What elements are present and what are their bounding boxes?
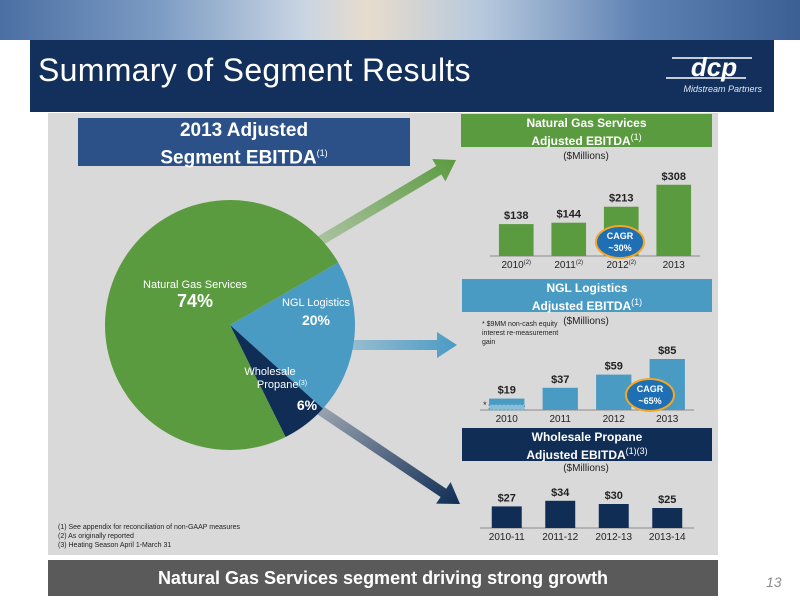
- ngl-chart-header: NGL Logistics Adjusted EBITDA(1): [462, 279, 712, 313]
- footnote-3: (3) Heating Season April 1-March 31: [58, 542, 172, 549]
- pie-label-natural-gas-services: Natural Gas Services: [143, 279, 247, 291]
- propane-arrow: [287, 385, 460, 504]
- ngl-bar-chart: $19 2010 $37 2011 $59 2012 $85 2013 * CAGR ~65%: [480, 345, 694, 425]
- x-tick-label-2010: 2010(2): [501, 260, 531, 271]
- bar-value-label-2011-12: $34: [551, 487, 570, 499]
- x-tick-label-2011: 2011: [549, 414, 571, 425]
- company-logo: dcp Midstream Partners: [652, 52, 762, 100]
- x-tick-label-2013: 2013: [656, 414, 679, 425]
- ngl-header-line2: Adjusted EBITDA: [531, 299, 632, 313]
- x-tick-sup-2012: (2): [629, 260, 636, 266]
- ngs-header-line1: Natural Gas Services: [526, 116, 647, 130]
- ngl-noncash-marker: *: [483, 400, 487, 410]
- propane-bar-chart: $27 2010-11 $34 2011-12 $30 2012-13 $25 2013-14: [480, 487, 694, 543]
- bottom-banner: Natural Gas Services segment driving str…: [48, 560, 718, 596]
- logo-subtitle: Midstream Partners: [683, 84, 762, 94]
- pie-value-ngl-logistics: 20%: [302, 312, 331, 328]
- x-tick-label-2011: 2011(2): [554, 260, 583, 271]
- dcp-logo-icon: dcp: [666, 52, 752, 82]
- propane-header-line1: Wholesale Propane: [531, 430, 643, 444]
- ngs-cagr-line2: ~30%: [608, 243, 631, 253]
- ngl-noncash-segment: [488, 404, 525, 411]
- bar-value-label-2012-13: $30: [605, 490, 623, 502]
- pie-label-ngl-logistics: NGL Logistics: [282, 297, 351, 309]
- x-tick-label-2013: 2013: [663, 260, 686, 271]
- ngs-chart-header: Natural Gas Services Adjusted EBITDA(1): [461, 114, 712, 148]
- propane-unit-label: ($Millions): [563, 463, 609, 474]
- bar-value-label-2013: $308: [662, 171, 686, 183]
- pie-slice-wholesale-propane: [230, 325, 323, 437]
- footnote-2: (2) As originally reported: [58, 533, 134, 540]
- pie-value-natural-gas-services: 74%: [177, 291, 213, 311]
- propane-header-line2: Adjusted EBITDA: [526, 448, 626, 462]
- ngs-header-sup: (1): [630, 132, 642, 142]
- ngl-unit-label: ($Millions): [563, 316, 609, 327]
- bar-2012-13: [598, 504, 629, 528]
- bar-2011-12: [545, 500, 576, 528]
- summary-title-line2-wrap: Segment EBITDA(1): [78, 142, 410, 169]
- propane-header-line2-wrap: Adjusted EBITDA(1)(3): [462, 444, 712, 462]
- bar-value-label-2010-11: $27: [498, 492, 516, 504]
- x-tick-label-2013-14: 2013-14: [649, 532, 686, 543]
- ngl-header-line1: NGL Logistics: [546, 281, 628, 295]
- pie-slice-ngl-logistics: [230, 262, 355, 409]
- ngs-cagr-badge: [595, 225, 645, 259]
- propane-header-sup: (1)(3): [625, 446, 648, 456]
- ngl-arrow: [300, 332, 457, 358]
- pie-label-wholesale-propane-line2: Propane(3): [257, 379, 307, 391]
- page-number: 13: [766, 574, 782, 590]
- ngs-unit-label: ($Millions): [563, 151, 609, 162]
- x-tick-label-2010: 2010: [496, 414, 519, 425]
- bar-value-label-2011: $37: [551, 374, 569, 386]
- ngl-header-line2-wrap: Adjusted EBITDA(1): [462, 295, 712, 313]
- bar-2013: [656, 184, 692, 256]
- pie-value-wholesale-propane: 6%: [297, 397, 318, 413]
- ngl-header-sup: (1): [631, 297, 643, 307]
- x-tick-label-2010-11: 2010-11: [489, 532, 525, 543]
- x-tick-label-2012-13: 2012-13: [595, 532, 632, 543]
- pie-label-wholesale-propane-line1: Wholesale: [244, 366, 295, 378]
- x-tick-sup-2011: (2): [576, 260, 583, 266]
- bar-value-label-2012: $213: [609, 193, 633, 205]
- bar-value-label-2013: $85: [658, 345, 676, 357]
- pie-label-wholesale-propane-sup: (3): [299, 380, 308, 387]
- summary-title-box: 2013 Adjusted Segment EBITDA(1): [78, 118, 410, 169]
- logo-wordmark: dcp: [691, 52, 737, 82]
- ngs-cagr-line1: CAGR: [607, 231, 634, 241]
- ngl-cagr-line1: CAGR: [637, 384, 664, 394]
- bar-value-label-2012: $59: [605, 361, 623, 373]
- ngl-noncash-note: * $9MM non-cash equity interest re-measu…: [482, 321, 559, 346]
- bar-value-label-2010: $19: [498, 385, 516, 397]
- summary-title-sup: (1): [316, 148, 328, 158]
- bar-2011: [551, 222, 587, 256]
- summary-title-line2: Segment EBITDA: [160, 147, 317, 169]
- pie-slice-natural-gas-services: [105, 199, 339, 450]
- bar-value-label-2011: $144: [557, 209, 582, 221]
- page-title: Summary of Segment Results: [38, 52, 471, 88]
- bar-value-label-2013-14: $25: [658, 494, 676, 506]
- title-bar: Summary of Segment Results dcp Midstream…: [30, 40, 774, 112]
- ngs-header-line2: Adjusted EBITDA: [531, 134, 631, 148]
- summary-title-line1: 2013 Adjusted: [179, 120, 309, 141]
- x-tick-label-2012: 2012: [603, 414, 626, 425]
- bar-2010: [498, 224, 534, 256]
- bar-2011: [542, 387, 578, 410]
- ngl-cagr-badge: [625, 378, 675, 412]
- x-tick-label-2012: 2012(2): [606, 260, 636, 271]
- footnotes: (1) See appendix for reconciliation of n…: [58, 523, 240, 550]
- x-tick-label-2011-12: 2011-12: [542, 532, 578, 543]
- ngs-arrow: [285, 159, 456, 265]
- x-tick-sup-2010: (2): [524, 260, 531, 266]
- ngs-header-line2-wrap: Adjusted EBITDA(1): [461, 130, 712, 148]
- footnote-1: (1) See appendix for reconciliation of n…: [58, 524, 240, 531]
- ngl-cagr-line2: ~65%: [638, 396, 661, 406]
- top-photo-banner: [0, 0, 800, 40]
- bar-2010-11: [491, 506, 522, 528]
- propane-chart-header: Wholesale Propane Adjusted EBITDA(1)(3): [462, 428, 712, 462]
- bar-2013-14: [652, 508, 683, 528]
- ngs-bar-chart: $138 2010(2) $144 2011(2) $213 2012(2) $308 201…: [490, 171, 700, 271]
- bar-value-label-2010: $138: [504, 210, 528, 222]
